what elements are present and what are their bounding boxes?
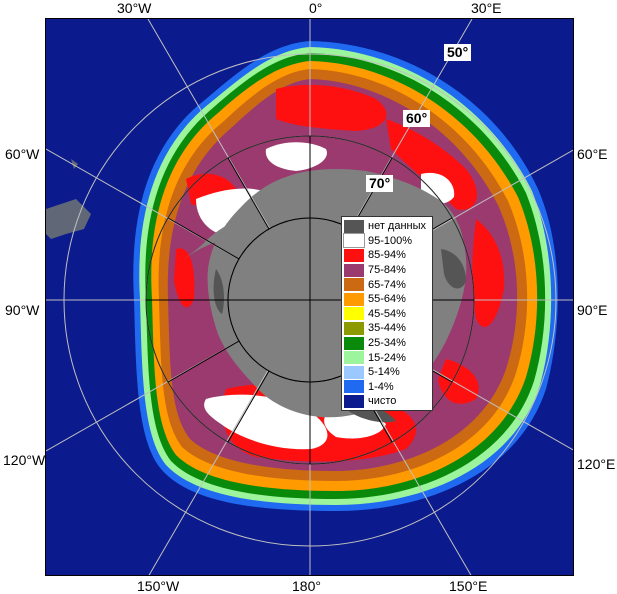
legend-swatch <box>344 336 364 350</box>
legend-item: 75-84% <box>344 263 430 278</box>
legend-label: 45-54% <box>368 307 406 320</box>
legend-swatch <box>344 307 364 321</box>
legend-label: 85-94% <box>368 249 406 262</box>
legend-item: 45-54% <box>344 307 430 322</box>
legend-label: 1-4% <box>368 380 394 393</box>
legend-item: 25-34% <box>344 336 430 351</box>
legend-label: 35-44% <box>368 322 406 335</box>
lon-label-60e: 60°E <box>577 146 608 162</box>
legend-item: 35-44% <box>344 321 430 336</box>
antarctic-peninsula <box>178 214 256 264</box>
legend-item: нет данных <box>344 219 430 234</box>
legend-swatch <box>343 233 365 249</box>
lon-label-150e: 150°E <box>449 578 488 594</box>
lon-label-120w: 120°W <box>3 452 46 468</box>
legend-swatch <box>344 394 364 408</box>
legend-label: 95-100% <box>368 234 413 247</box>
legend-item: 95-100% <box>343 233 430 249</box>
legend: нет данных 95-100% 85-94% 75-84% 65-74% 55-64… <box>341 216 433 411</box>
legend-label: 25-34% <box>368 337 406 350</box>
legend-item: 55-64% <box>344 292 430 307</box>
legend-item: 5-14% <box>344 365 430 380</box>
legend-label: 65-74% <box>368 278 406 291</box>
legend-item: 1-4% <box>344 380 430 395</box>
legend-label: 55-64% <box>368 293 406 306</box>
legend-item: чисто <box>344 394 430 409</box>
south-america-land <box>46 159 91 239</box>
lon-label-180: 180° <box>292 578 321 594</box>
legend-swatch <box>344 219 364 233</box>
legend-swatch <box>344 278 364 292</box>
legend-swatch <box>344 248 364 262</box>
legend-label: 75-84% <box>368 264 406 277</box>
legend-swatch <box>344 351 364 365</box>
lon-label-30w: 30°W <box>117 0 152 16</box>
legend-label: 5-14% <box>368 366 400 379</box>
lat-label-60: 60° <box>403 110 431 127</box>
lon-label-150w: 150°W <box>137 578 180 594</box>
legend-label: 15-24% <box>368 351 406 364</box>
lon-label-0: 0° <box>309 0 323 16</box>
legend-label: чисто <box>368 395 397 408</box>
legend-item: 65-74% <box>344 277 430 292</box>
legend-swatch <box>344 263 364 277</box>
legend-swatch <box>344 365 364 379</box>
sea-ice-map <box>45 18 574 576</box>
legend-label: нет данных <box>368 220 427 233</box>
legend-swatch <box>344 321 364 335</box>
legend-item: 85-94% <box>344 248 430 263</box>
legend-swatch <box>344 380 364 394</box>
lon-label-60w: 60°W <box>5 146 40 162</box>
lon-label-30e: 30°E <box>471 0 502 16</box>
lon-label-90w: 90°W <box>5 302 40 318</box>
lat-label-70: 70° <box>366 175 394 192</box>
legend-item: 15-24% <box>344 350 430 365</box>
legend-swatch <box>344 292 364 306</box>
lat-label-50: 50° <box>444 44 472 61</box>
lon-label-90e: 90°E <box>577 302 608 318</box>
lon-label-120e: 120°E <box>577 456 616 472</box>
